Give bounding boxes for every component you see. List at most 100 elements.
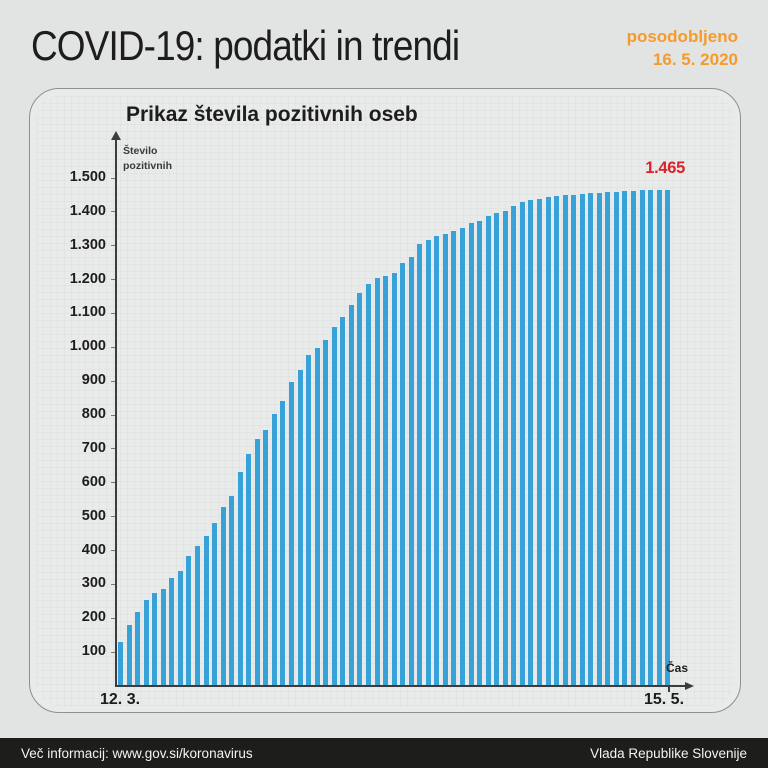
y-tick-mark [111,279,115,281]
bar [297,369,303,686]
bar [485,215,491,686]
updated-label: posodobljeno [626,27,738,46]
bar [417,244,423,686]
y-tick-mark [111,312,115,314]
bar [571,194,577,686]
footer-info: Več informacij: www.gov.si/koronavirus [21,745,253,761]
y-axis-line [115,139,117,686]
y-tick-label: 1.400 [69,202,106,219]
bar [135,611,141,686]
y-tick-label: 200 [81,609,106,626]
bar [648,190,654,686]
y-tick-mark [111,583,115,585]
y-tick-label: 800 [81,406,106,423]
y-tick-mark [111,414,115,416]
bar [323,340,329,686]
bar [408,256,414,686]
y-tick-mark [111,448,115,450]
bar [562,195,568,686]
y-tick-label: 1.100 [69,304,106,321]
bar [348,305,354,686]
y-tick-label: 900 [81,372,106,389]
y-tick-label: 1.300 [69,236,106,253]
bar [254,438,260,686]
x-tick-mark [668,687,670,692]
x-tick-label-end: 15. 5. [643,691,685,708]
bar [494,213,500,686]
y-tick-mark [111,617,115,619]
bar [545,196,551,686]
bar [519,202,525,686]
y-axis-label-line2: pozitivnih [123,159,172,172]
chart-card: Prikaz števila pozitivnih oseb Število p… [29,88,741,713]
y-tick-mark [111,245,115,247]
bar [665,189,671,686]
bar [554,195,560,686]
bar [400,263,406,686]
bar [622,191,628,686]
y-axis-label: Število pozitivnih [123,144,172,173]
bar [365,283,371,686]
bar [246,454,252,686]
bar [237,471,243,686]
bar [460,227,465,686]
bar [357,293,363,686]
bar [631,190,636,686]
bar [511,205,517,686]
footer-source: Vlada Republike Slovenije [590,745,747,761]
y-axis-label-line1: Število [123,145,158,157]
bar [528,200,534,686]
bar [656,189,662,686]
y-tick-mark [111,177,115,179]
bar [118,641,123,686]
y-tick-label: 600 [81,473,106,490]
bar [306,355,312,686]
updated-date: posodobljeno 16. 5. 2020 [627,26,738,72]
y-tick-mark [111,482,115,484]
bar [186,556,192,686]
y-tick-mark [111,651,115,653]
chart-title: Prikaz števila pozitivnih oseb [126,103,418,126]
y-tick-mark [111,380,115,382]
y-tick-label: 1.500 [69,169,106,185]
y-tick-mark [111,550,115,552]
bar [263,429,269,686]
bar [212,523,218,686]
x-axis-title: Čas [666,661,689,675]
y-tick-label: 1.200 [69,270,106,287]
bar [340,316,346,686]
bar [391,272,397,686]
bar [536,198,542,686]
bar [442,233,448,686]
bar [613,191,619,686]
bar [605,191,611,686]
y-tick-label: 300 [81,575,106,592]
bar [596,192,602,686]
bar-chart [118,178,676,686]
bar [331,327,337,686]
footer: Več informacij: www.gov.si/koronavirus V… [0,738,768,768]
y-tick-label: 700 [81,439,106,456]
y-tick-mark [111,346,115,348]
bar [477,221,483,686]
y-tick-label: 100 [81,643,106,660]
bar [314,348,320,686]
y-tick-label: 1.000 [69,338,106,355]
x-axis-line [115,685,687,687]
bar [160,589,166,686]
page-title-text: COVID-19: podatki in trendi [31,22,460,69]
bar [271,414,277,686]
bar [220,507,226,686]
bar [203,536,209,686]
peak-value-annotation: 1.465 [645,159,685,177]
bar [152,592,158,686]
bar [434,235,440,686]
page-title: COVID-19: podatki in trendi [31,22,518,70]
bar [425,239,431,686]
bar [126,624,132,686]
bar [383,275,389,686]
bar [579,193,585,686]
y-tick-mark [111,211,115,213]
bar [289,382,294,686]
